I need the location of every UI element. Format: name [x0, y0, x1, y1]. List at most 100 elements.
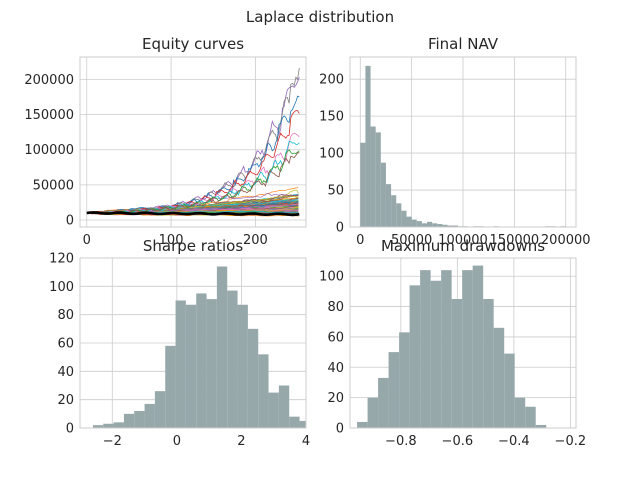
histogram-bar [420, 270, 431, 428]
histogram-bar [514, 397, 526, 428]
histogram-bar [370, 126, 376, 227]
x-tick-label: 4 [302, 434, 310, 449]
x-tick-label: −0.8 [385, 434, 417, 449]
y-tick-label: 100 [319, 270, 344, 285]
y-tick-label: 40 [57, 365, 74, 380]
equity-path [86, 67, 300, 214]
x-tick-label: 200000 [541, 233, 591, 248]
histogram-bar [451, 298, 463, 428]
bars [357, 265, 547, 428]
histogram-bar [385, 184, 392, 227]
histogram-bar [401, 210, 407, 227]
x-tick-label: 50000 [391, 233, 432, 248]
histogram-bar [504, 353, 515, 428]
histogram-bar [196, 293, 207, 428]
histogram-bar [289, 416, 300, 428]
histogram-bar [375, 132, 381, 227]
histogram-bar [447, 225, 453, 227]
x-tick-label: 0 [356, 233, 364, 248]
x-tick-label: 0 [173, 434, 181, 449]
histogram-bar [165, 345, 176, 428]
y-tick-label: 80 [57, 308, 74, 323]
histogram-bar [103, 423, 114, 428]
y-tick-label: 120 [49, 252, 74, 267]
histogram-bar [92, 425, 104, 428]
histogram-bar [462, 270, 473, 428]
y-tick-label: 20 [57, 393, 74, 408]
y-tick-label: 50 [327, 184, 344, 199]
histogram-bar [310, 424, 320, 428]
histogram-bar [365, 65, 371, 227]
y-tick-label: 150 [319, 110, 344, 125]
y-tick-label: 200 [319, 73, 344, 88]
equity-curves-title: Equity curves [142, 35, 244, 53]
histogram-bar [430, 280, 442, 428]
x-tick-label: −0.6 [442, 434, 474, 449]
histogram-bar [258, 354, 269, 428]
plot-frame [349, 56, 577, 228]
equity-path [86, 149, 300, 214]
histogram-bar [525, 406, 536, 428]
x-tick-label: 0 [83, 233, 91, 248]
y-tick-label: 0 [336, 422, 344, 437]
histogram-bar [399, 332, 410, 428]
histogram-bar [278, 385, 290, 428]
maximum-drawdowns-panel: −0.8 −0.6 −0.4 −0.2 0 20 40 60 80 100 Maximum draw… [319, 237, 586, 449]
histogram-bar [175, 300, 186, 428]
histogram-bar [357, 421, 368, 428]
y-tick-label: 20 [327, 391, 344, 406]
sharpe-ratios-title: Sharpe ratios [143, 237, 243, 255]
x-tick-label: 150000 [490, 233, 540, 248]
y-tick-label: 100 [49, 280, 74, 295]
y-tick-label: 0 [66, 422, 74, 437]
final-nav-panel: 0 50000 100000 150000 200000 0 50 100 150 200 Fina… [319, 35, 590, 248]
histogram-bar [216, 266, 228, 428]
histogram-bar [380, 162, 386, 227]
final-nav-title: Final NAV [428, 35, 499, 53]
equity-curves-panel: 0 100 200 0 50000 100000 150000 200000 Equity cu… [24, 35, 307, 248]
histogram-bar [416, 221, 422, 227]
equity-lines [86, 67, 300, 217]
x-tick-label: 200 [243, 233, 268, 248]
histogram-bar [437, 224, 443, 227]
histogram-bar [144, 403, 155, 428]
histogram-bar [409, 285, 421, 428]
histogram-bar [483, 298, 494, 428]
y-tick-label: 0 [336, 221, 344, 236]
x-tick-label: 2 [237, 434, 245, 449]
histogram-bar [206, 299, 217, 428]
histogram-bar [113, 422, 124, 428]
x-tick-label: −2 [103, 434, 122, 449]
y-tick-label: 150000 [24, 108, 74, 123]
histogram-bar [185, 304, 197, 428]
histogram-bar [237, 304, 248, 428]
histogram-bar [535, 424, 547, 428]
histogram-bar [432, 223, 438, 227]
histogram-bar [134, 411, 145, 428]
bars [360, 65, 566, 227]
histogram-bar [227, 290, 238, 428]
histogram-bar [378, 377, 389, 428]
figure-title: Laplace distribution [246, 8, 394, 26]
y-tick-label: 50000 [33, 178, 74, 193]
y-tick-label: 40 [327, 361, 344, 376]
histogram-bar [320, 422, 330, 428]
histogram-bar [360, 142, 366, 227]
x-tick-label: 100000 [438, 233, 488, 248]
histogram-bar [421, 223, 428, 227]
histogram-bar [493, 327, 505, 428]
histogram-bar [442, 224, 448, 227]
histogram-bar [154, 391, 166, 428]
y-tick-label: 60 [57, 337, 74, 352]
histogram-bar [391, 195, 397, 227]
y-tick-label: 100 [319, 147, 344, 162]
histogram-bar [123, 413, 135, 428]
x-tick-label: 100 [159, 233, 184, 248]
y-tick-label: 200000 [24, 73, 74, 88]
plot-frame [79, 56, 307, 228]
histogram-bar [411, 219, 417, 227]
x-tick-label: −0.2 [555, 434, 587, 449]
x-tick-label: −0.4 [498, 434, 530, 449]
